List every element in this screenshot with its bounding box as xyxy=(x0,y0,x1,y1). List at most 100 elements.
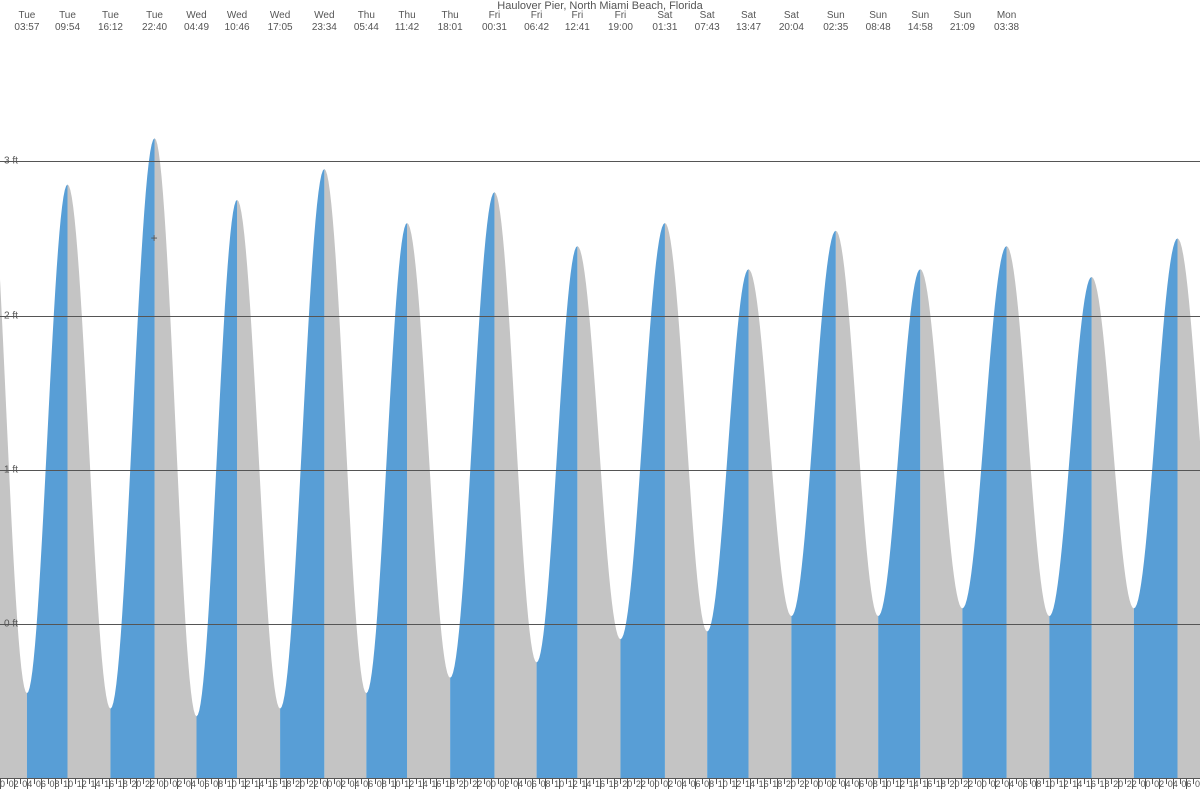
tide-rising-segment xyxy=(791,231,835,778)
bottom-tick-label: 04 xyxy=(677,779,687,789)
bottom-tick-label: 14 xyxy=(90,779,100,789)
tide-falling-segment xyxy=(665,223,707,778)
bottom-tick-label: 00 xyxy=(977,779,987,789)
bottom-tick-label: 14 xyxy=(1072,779,1082,789)
bottom-tick-label: 00 xyxy=(322,779,332,789)
crosshair-marker: + xyxy=(151,234,159,242)
bottom-tick-label: 14 xyxy=(909,779,919,789)
tide-rising-segment xyxy=(450,192,494,778)
tide-rising-segment xyxy=(620,223,664,778)
bottom-tick-label: 00 xyxy=(0,779,5,789)
tide-rising-segment xyxy=(537,246,578,778)
bottom-tick-label: 02 xyxy=(336,779,346,789)
bottom-tick-label: 16 xyxy=(1086,779,1096,789)
bottom-tick-label: 08 xyxy=(50,779,60,789)
tide-falling-segment xyxy=(1007,246,1050,778)
bottom-tick-label: 20 xyxy=(622,779,632,789)
bottom-tick-label: 08 xyxy=(377,779,387,789)
bottom-tick-label: 18 xyxy=(1100,779,1110,789)
grid-line xyxy=(0,316,1200,317)
tide-curve-svg xyxy=(0,38,1200,778)
bottom-hour-axis: 0002040608101214161820220002040608101214… xyxy=(0,778,1200,800)
bottom-tick-label: 04 xyxy=(1168,779,1178,789)
y-axis-label: 3 ft xyxy=(4,156,18,167)
bottom-tick-label: 02 xyxy=(9,779,19,789)
tide-chart: Haulover Pier, North Miami Beach, Florid… xyxy=(0,0,1200,800)
bottom-tick-label: 06 xyxy=(363,779,373,789)
tide-falling-segment xyxy=(836,231,878,778)
bottom-tick-label: 22 xyxy=(145,779,155,789)
tide-falling-segment xyxy=(324,169,366,778)
tide-rising-segment xyxy=(197,200,238,778)
bottom-tick-label: 18 xyxy=(772,779,782,789)
tide-falling-segment xyxy=(920,269,962,778)
tide-falling-segment xyxy=(407,223,450,778)
bottom-tick-label: 02 xyxy=(1154,779,1164,789)
bottom-tick-label: 14 xyxy=(745,779,755,789)
bottom-tick-label: 10 xyxy=(554,779,564,789)
tide-secondary-fill xyxy=(0,115,1200,778)
bottom-tick-label: 12 xyxy=(240,779,250,789)
tide-falling-segment xyxy=(155,138,197,778)
tide-falling-segment xyxy=(749,269,792,778)
bottom-tick-label: 20 xyxy=(131,779,141,789)
bottom-tick-label: 18 xyxy=(609,779,619,789)
bottom-tick-label: 06 xyxy=(200,779,210,789)
bottom-tick-label: 02 xyxy=(500,779,510,789)
top-tick: Wed17:05 xyxy=(255,10,305,34)
bottom-tick-label: 20 xyxy=(459,779,469,789)
bottom-tick-label: 02 xyxy=(663,779,673,789)
bottom-tick-label: 02 xyxy=(990,779,1000,789)
bottom-tick-label: 08 xyxy=(1195,779,1200,789)
bottom-tick-label: 18 xyxy=(281,779,291,789)
bottom-tick-label: 00 xyxy=(813,779,823,789)
bottom-tick-label: 20 xyxy=(950,779,960,789)
tide-falling-segment xyxy=(577,246,620,778)
bottom-tick-label: 10 xyxy=(881,779,891,789)
tide-falling-segment xyxy=(494,192,536,778)
bottom-tick-label: 00 xyxy=(486,779,496,789)
y-axis-label: 1 ft xyxy=(4,464,18,475)
bottom-tick-label: 04 xyxy=(186,779,196,789)
bottom-tick-label: 12 xyxy=(731,779,741,789)
top-tick: Sat20:04 xyxy=(766,10,816,34)
bottom-tick-label: 06 xyxy=(527,779,537,789)
bottom-tick-label: 08 xyxy=(704,779,714,789)
bottom-tick-label: 12 xyxy=(77,779,87,789)
bottom-tick-label: 22 xyxy=(800,779,810,789)
bottom-tick-label: 04 xyxy=(350,779,360,789)
grid-line xyxy=(0,161,1200,162)
bottom-tick-label: 08 xyxy=(540,779,550,789)
bottom-tick-label: 20 xyxy=(295,779,305,789)
tide-rising-segment xyxy=(366,223,407,778)
bottom-tick-label: 06 xyxy=(690,779,700,789)
bottom-tick-label: 14 xyxy=(418,779,428,789)
tide-rising-segment xyxy=(878,269,920,778)
bottom-tick-label: 18 xyxy=(118,779,128,789)
bottom-tick-label: 04 xyxy=(840,779,850,789)
grid-line xyxy=(0,624,1200,625)
bottom-tick-label: 08 xyxy=(868,779,878,789)
bottom-tick-label: 16 xyxy=(431,779,441,789)
bottom-tick-label: 02 xyxy=(172,779,182,789)
bottom-tick-label: 20 xyxy=(1113,779,1123,789)
bottom-tick-label: 16 xyxy=(922,779,932,789)
tide-rising-segment xyxy=(110,138,154,778)
bottom-tick-label: 22 xyxy=(472,779,482,789)
bottom-tick-label: 10 xyxy=(227,779,237,789)
tide-rising-segment xyxy=(1134,238,1178,778)
bottom-tick-label: 00 xyxy=(650,779,660,789)
grid-line xyxy=(0,470,1200,471)
bottom-tick-label: 10 xyxy=(1045,779,1055,789)
bottom-tick-label: 00 xyxy=(159,779,169,789)
bottom-tick-label: 06 xyxy=(854,779,864,789)
bottom-tick-label: 10 xyxy=(718,779,728,789)
top-tick: Thu18:01 xyxy=(425,10,475,34)
bottom-tick-label: 06 xyxy=(1018,779,1028,789)
bottom-tick-label: 08 xyxy=(1031,779,1041,789)
tide-falling-segment xyxy=(68,184,111,778)
bottom-tick-label: 12 xyxy=(568,779,578,789)
bottom-tick-label: 12 xyxy=(1059,779,1069,789)
bottom-tick-label: 22 xyxy=(963,779,973,789)
y-axis-label: 2 ft xyxy=(4,310,18,321)
